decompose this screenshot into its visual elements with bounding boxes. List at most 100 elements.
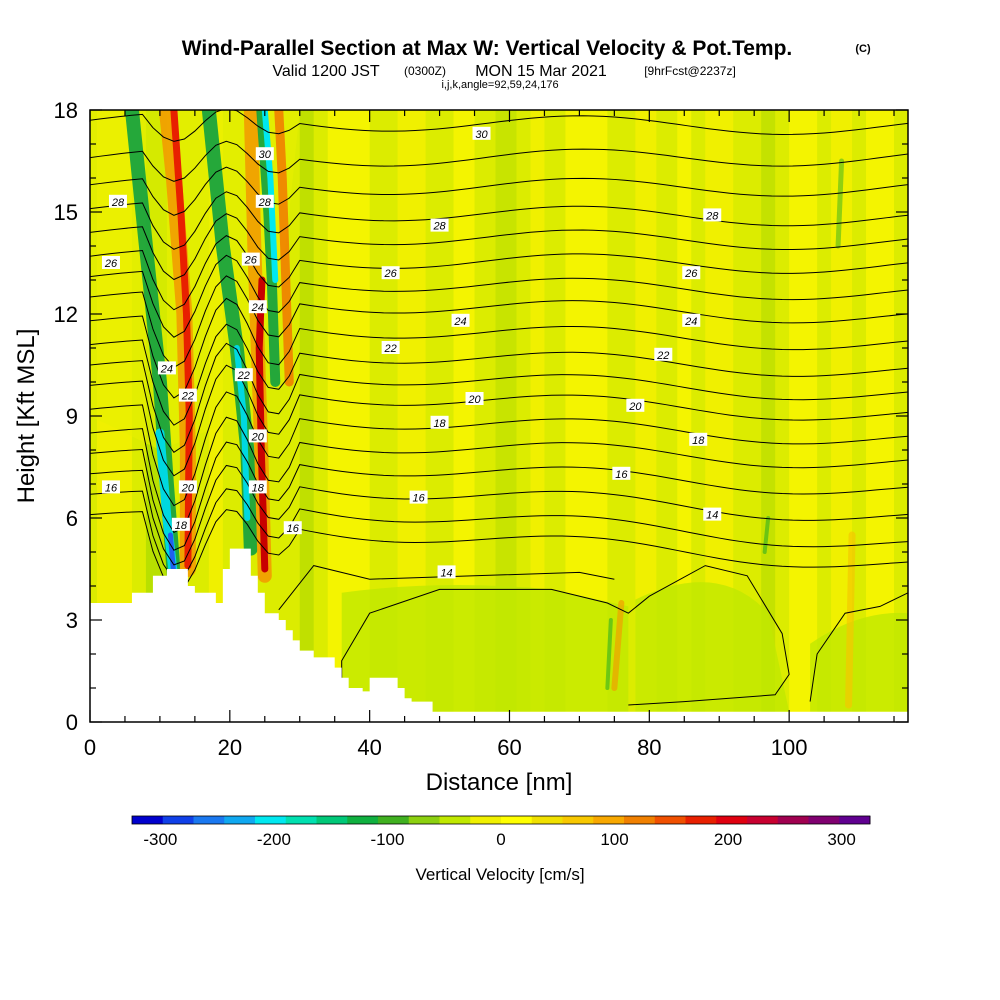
isentrope	[90, 110, 908, 142]
colorbar-swatch	[593, 816, 625, 824]
y-tick-label: 0	[66, 710, 78, 735]
svg-text:22: 22	[237, 370, 250, 382]
svg-text:20: 20	[251, 431, 265, 443]
svg-text:26: 26	[104, 258, 118, 270]
svg-text:14: 14	[706, 510, 718, 522]
terrain	[90, 548, 908, 722]
colorbar-frame	[131, 815, 871, 825]
grid-indices: i,j,k,angle=92,59,24,176	[441, 79, 558, 91]
field-band	[761, 110, 776, 722]
colorbar-swatch	[132, 816, 164, 824]
contour-label: 28	[255, 194, 274, 209]
field-band	[831, 110, 853, 722]
x-tick-label: 40	[357, 735, 381, 760]
isentrope	[90, 297, 908, 399]
colorbar-title: Vertical Velocity [cm/s]	[415, 865, 584, 884]
isentrope	[90, 191, 908, 250]
colorbar-swatch	[193, 816, 225, 824]
svg-text:28: 28	[705, 210, 719, 222]
svg-text:16: 16	[412, 493, 425, 505]
colorbar-swatch	[777, 816, 809, 824]
forecast-info: [9hrFcst@2237z]	[644, 64, 736, 78]
colorbar-swatch	[685, 816, 717, 824]
contour-label: 16	[612, 466, 631, 481]
colorbar-swatch	[347, 816, 379, 824]
velocity-streak	[611, 600, 625, 691]
velocity-streak	[170, 110, 193, 570]
contour-label: 28	[108, 194, 127, 209]
contour-label: 26	[101, 256, 120, 270]
colorbar-swatch	[224, 816, 256, 824]
colorbar-tick-label: -100	[370, 830, 404, 849]
velocity-streak	[835, 158, 845, 249]
svg-text:28: 28	[258, 197, 272, 209]
svg-text:24: 24	[160, 363, 173, 375]
isentrope	[90, 488, 908, 581]
velocity-streak	[256, 110, 281, 387]
isentrope	[341, 565, 790, 709]
colorbar-tick-label: -200	[257, 830, 291, 849]
x-tick-label: 0	[84, 735, 96, 760]
isentrope	[278, 565, 615, 611]
svg-text:20: 20	[181, 482, 195, 494]
y-tick-label: 15	[54, 200, 78, 225]
svg-text:18: 18	[252, 482, 265, 494]
colorbar-swatch	[255, 816, 287, 824]
contour-label: 14	[437, 565, 456, 579]
contour-label: 26	[682, 266, 701, 280]
colorbar-swatch	[162, 816, 194, 824]
contour-label: 14	[703, 507, 722, 522]
velocity-streak	[261, 110, 279, 283]
contour-label: 20	[465, 392, 484, 406]
contour-label: 18	[248, 480, 267, 494]
isentrope	[90, 254, 908, 338]
y-tick-label: 9	[66, 404, 78, 429]
contour-label: 16	[101, 480, 120, 494]
svg-text:16: 16	[615, 469, 628, 481]
isentrope	[90, 166, 908, 216]
colorbar-tick-label: 200	[714, 830, 742, 849]
contour-label: 30	[472, 126, 491, 141]
colorbar-swatch	[808, 816, 840, 824]
colorbar-swatch	[316, 816, 348, 824]
velocity-streak	[605, 618, 613, 690]
x-axis-title: Distance [nm]	[426, 769, 573, 796]
svg-text:28: 28	[111, 197, 125, 209]
svg-text:18: 18	[175, 520, 188, 532]
isentrope	[90, 441, 908, 551]
y-tick-label: 18	[54, 98, 78, 123]
svg-text:30: 30	[259, 149, 272, 161]
isentrope	[90, 342, 908, 453]
valid-time: Valid 1200 JST	[272, 63, 380, 80]
x-tick-label: 100	[771, 735, 808, 760]
isentrope	[90, 464, 908, 566]
svg-text:20: 20	[628, 401, 642, 413]
field-band	[495, 110, 517, 722]
svg-text:30: 30	[475, 129, 488, 141]
svg-text:20: 20	[467, 394, 481, 406]
contour-label: 22	[178, 388, 197, 403]
chart-title: Wind-Parallel Section at Max W: Vertical…	[182, 37, 793, 60]
y-tick-label: 3	[66, 608, 78, 633]
contour-label: 18	[171, 517, 190, 532]
isentrope	[90, 509, 908, 592]
velocity-streak	[845, 531, 856, 709]
contour-label: 18	[430, 415, 449, 430]
svg-text:22: 22	[181, 391, 194, 403]
contour-label: 22	[654, 347, 673, 362]
contour-label: 26	[381, 266, 400, 280]
svg-text:24: 24	[251, 302, 264, 314]
svg-text:28: 28	[432, 221, 446, 233]
field-band	[299, 110, 314, 722]
y-tick-label: 12	[54, 302, 78, 327]
colorbar-swatch	[624, 816, 656, 824]
colorbar-swatch	[408, 816, 440, 824]
colorbar-swatch	[439, 816, 471, 824]
contour-label: 24	[682, 313, 701, 328]
contour-label: 30	[255, 147, 274, 161]
svg-text:24: 24	[684, 316, 697, 328]
colorbar-swatch	[562, 816, 594, 824]
contour-label: 24	[248, 300, 267, 314]
svg-text:18: 18	[692, 435, 705, 447]
contour-label: 16	[409, 490, 428, 505]
